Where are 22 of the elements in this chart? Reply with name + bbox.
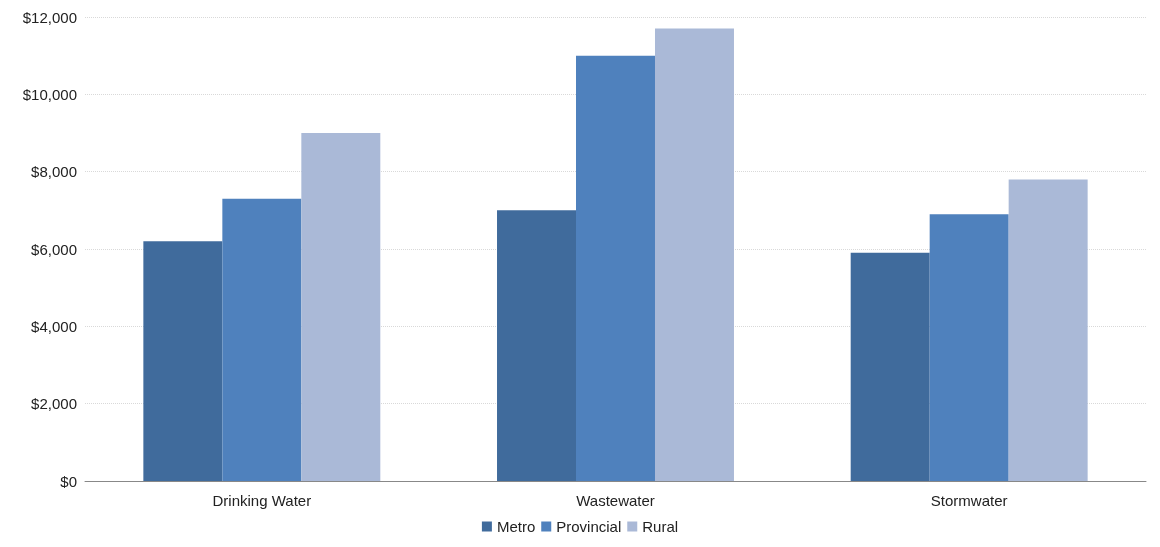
bar (1008, 179, 1088, 481)
bar (143, 241, 223, 481)
x-tick-label: Drinking Water (212, 492, 312, 509)
legend-label: Metro (496, 518, 536, 535)
y-tick-label: $6,000 (31, 240, 77, 258)
legend-label: Rural (642, 518, 679, 535)
y-tick-label: $2,000 (31, 395, 77, 413)
x-tick-label: Stormwater (930, 492, 1008, 509)
x-tick-label: Wastewater (576, 492, 655, 509)
y-tick-label: $10,000 (22, 85, 77, 103)
y-tick-label: $8,000 (31, 163, 77, 181)
bar (654, 28, 734, 481)
bar (576, 55, 655, 481)
bar (929, 214, 1009, 481)
bar (497, 210, 577, 481)
y-tick-label: $12,000 (22, 8, 77, 26)
legend-label: Provincial (556, 518, 622, 535)
bar (222, 198, 302, 481)
y-tick-label: $0 (60, 472, 77, 490)
bar (301, 133, 381, 481)
bar (850, 252, 930, 481)
y-tick-label: $4,000 (31, 317, 77, 335)
